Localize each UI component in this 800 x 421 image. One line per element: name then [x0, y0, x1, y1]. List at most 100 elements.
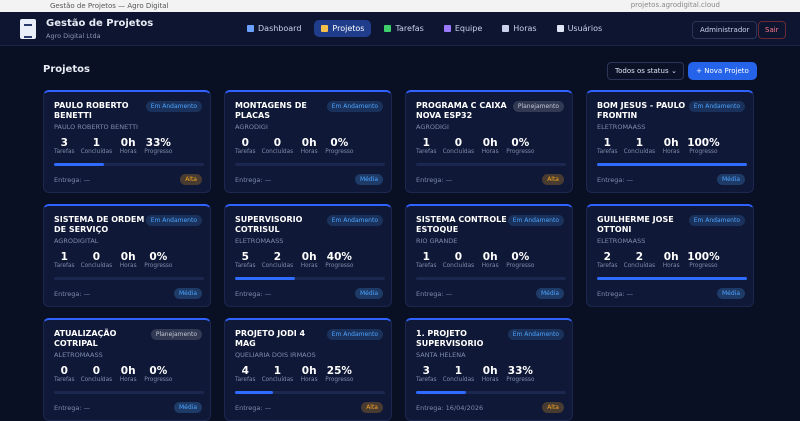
progress-track [597, 163, 747, 166]
project-card[interactable]: SISTEMA CONTROLE ESTOQUE Em Andamento RIO … [405, 204, 573, 307]
stat-label: Progresso [689, 263, 718, 269]
stat-label: Horas [481, 263, 499, 269]
priority-badge: Média [535, 288, 564, 299]
nav-item[interactable]: Dashboard [240, 20, 308, 37]
progress-track [54, 277, 204, 280]
nav: Dashboard Projetos Tarefas Equipe Horas Usuár… [240, 20, 609, 37]
stats: 1 Tarefas 0 Concluídas 0h Horas 0% Progresso [416, 251, 540, 269]
due-date: Entrega: — [416, 290, 453, 298]
project-card[interactable]: BOM JESUS - PAULO FRONTIN Em Andamento ELE… [586, 90, 754, 193]
client: AGRODIGITAL [54, 237, 99, 245]
stat-label: Horas [662, 149, 680, 155]
project-card[interactable]: SISTEMA DE ORDEM DE SERVIÇO Em Andamento A… [43, 204, 211, 307]
progress-track [597, 277, 747, 280]
stat: 0 Concluídas [443, 137, 475, 155]
project-title: PROGRAMA C CAIXA NOVA ESP32 [416, 101, 507, 120]
stat: 25% Progresso [325, 365, 353, 383]
stat-value: 0h [120, 137, 136, 149]
stat-value: 0% [149, 365, 168, 377]
stat: 4 Tarefas [235, 365, 256, 383]
client: AGRODIGI [416, 123, 449, 131]
stat: 0h Horas [480, 365, 500, 383]
stat-value: 1 [273, 365, 282, 377]
progress-bar [235, 391, 273, 394]
stat: 100% Progresso [687, 137, 719, 155]
status-badge: Em Andamento [326, 329, 383, 340]
project-card[interactable]: SUPERVISORIO COTRISUL Em Andamento ELETROM… [224, 204, 392, 307]
client: RIO GRANDE [416, 237, 458, 245]
stat-value: 25% [326, 365, 352, 377]
nav-item[interactable]: Usuários [550, 20, 610, 37]
nav-item[interactable]: Projetos [314, 20, 372, 37]
stat-value: 0h [663, 251, 679, 263]
stat: 0% Progresso [506, 251, 534, 269]
priority-badge: Média [354, 174, 383, 185]
priority-badge: Média [716, 288, 745, 299]
logout-button[interactable]: Sair [758, 21, 786, 39]
browser-bar: Gestão de Projetos — Agro Digital projet… [0, 0, 800, 12]
project-title: 1. PROJETO SUPERVISORIO [416, 329, 484, 348]
stats: 1 Tarefas 0 Concluídas 0h Horas 0% Progresso [416, 137, 540, 155]
project-card[interactable]: MONTAGENS DE PLACAS Em Andamento AGRODIGI 0… [224, 90, 392, 193]
stat-value: 33% [507, 365, 533, 377]
nav-item[interactable]: Tarefas [377, 20, 430, 37]
project-card[interactable]: ATUALIZAÇÃO COTRIPAL Planejamento ALETROMA… [43, 318, 211, 421]
nav-label: Horas [513, 24, 537, 33]
stat-value: 3 [60, 137, 68, 149]
nav-item[interactable]: Horas [495, 20, 543, 37]
stat: 0% Progresso [144, 251, 172, 269]
stat: 0h Horas [661, 251, 681, 269]
stat-value: 3 [422, 365, 430, 377]
stat-label: Progresso [144, 149, 173, 155]
due-date: Entrega: — [54, 290, 91, 298]
nav-item[interactable]: Equipe [437, 20, 489, 37]
stat-label: Horas [300, 377, 318, 383]
stat-value: 2 [273, 251, 282, 263]
due-date: Entrega: — [597, 290, 634, 298]
stat: 1 Tarefas [54, 251, 75, 269]
stat: 1 Concluídas [624, 137, 656, 155]
app-title: Gestão de Projetos [46, 18, 154, 29]
status-badge: Em Andamento [507, 215, 564, 226]
progress-track [416, 163, 566, 166]
user-button[interactable]: Administrador [692, 21, 758, 39]
project-card[interactable]: PROJETO JODI 4 MAG Em Andamento QUELIARIA … [224, 318, 392, 421]
status-filter[interactable]: Todos os status ⌄ [607, 62, 684, 80]
priority-badge: Média [173, 288, 202, 299]
stat: 0% Progresso [325, 137, 353, 155]
stat: 0 Tarefas [235, 137, 256, 155]
stat: 0 Concluídas [262, 137, 294, 155]
stat-label: Concluídas [261, 263, 294, 269]
stat-value: 0h [663, 137, 679, 149]
stat-value: 2 [635, 251, 644, 263]
status-badge: Em Andamento [688, 101, 745, 112]
stat-value: 0% [149, 251, 168, 263]
url[interactable]: projetos.agrodigital.cloud [630, 1, 720, 9]
project-card[interactable]: GUILHERME JOSE OTTONI Em Andamento ELETROM… [586, 204, 754, 307]
stat: 2 Concluídas [624, 251, 656, 269]
status-badge: Em Andamento [145, 101, 202, 112]
stat-value: 1 [603, 137, 611, 149]
nav-icon [321, 25, 329, 32]
stat-label: Concluídas [80, 263, 113, 269]
project-card[interactable]: PROGRAMA C CAIXA NOVA ESP32 Planejamento A… [405, 90, 573, 193]
project-card[interactable]: 1. PROJETO SUPERVISORIO Em Andamento SANTA… [405, 318, 573, 421]
new-project-button[interactable]: + Nova Projeto [688, 62, 757, 80]
stat: 0h Horas [480, 137, 500, 155]
project-card[interactable]: PAULO ROBERTO BENETTI Em Andamento PAULO R… [43, 90, 211, 193]
progress-track [235, 277, 385, 280]
stat-value: 0% [511, 251, 530, 263]
stat: 3 Tarefas [54, 137, 75, 155]
nav-label: Projetos [332, 24, 365, 33]
project-title: ATUALIZAÇÃO COTRIPAL [54, 329, 117, 348]
stat-value: 100% [687, 137, 720, 149]
stats: 1 Tarefas 0 Concluídas 0h Horas 0% Progresso [54, 251, 178, 269]
stat-label: Concluídas [623, 149, 656, 155]
stats: 5 Tarefas 2 Concluídas 0h Horas 40% Progresso [235, 251, 359, 269]
stats: 0 Tarefas 0 Concluídas 0h Horas 0% Progresso [54, 365, 178, 383]
due-date: Entrega: — [235, 404, 272, 412]
stat-value: 0h [301, 137, 317, 149]
stat-label: Concluídas [623, 263, 656, 269]
stat: 33% Progresso [144, 137, 172, 155]
stat-label: Tarefas [235, 263, 256, 269]
